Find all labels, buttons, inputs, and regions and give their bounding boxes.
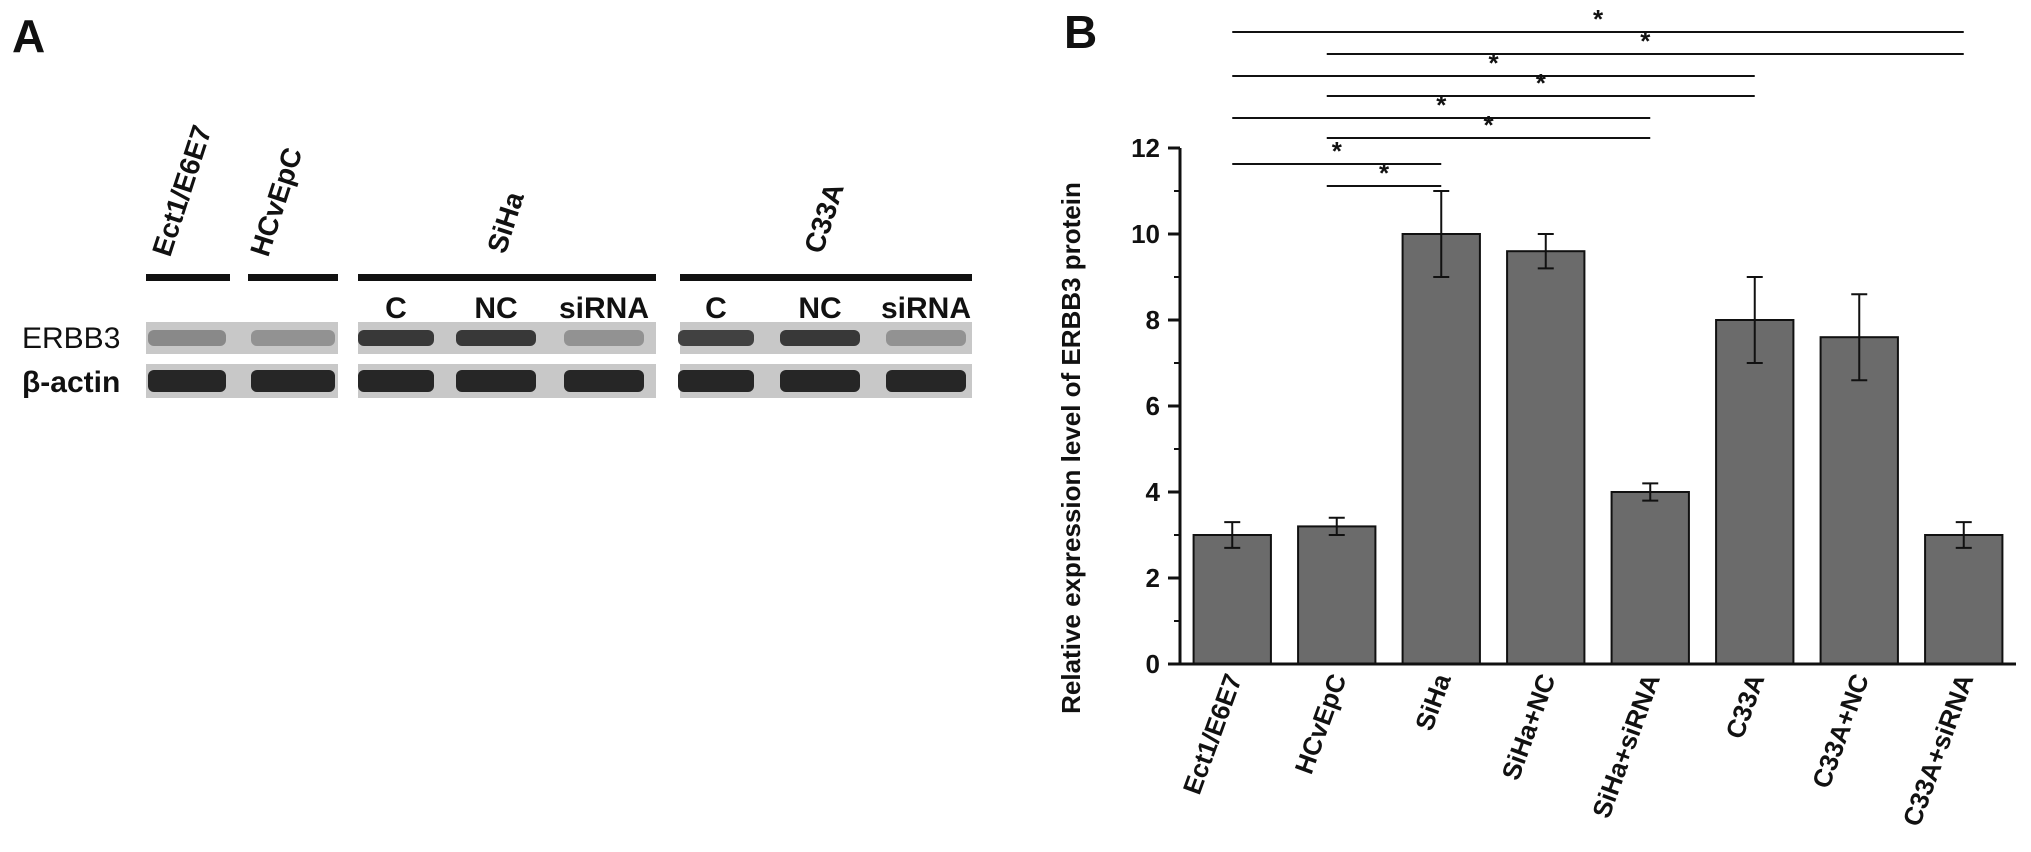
sig-bracket-4: * <box>1326 68 1755 98</box>
row-label-erbb3: ERBB3 <box>22 322 120 355</box>
bands-erbb3 <box>148 330 966 346</box>
panel-b-letter: B <box>1064 6 1097 58</box>
header-bar-c33a <box>680 274 972 281</box>
x-label-c33a-sirna: C33A+siRNA <box>1897 670 1980 831</box>
sig-star-1: * <box>1593 4 1604 34</box>
y-tick-label-4: 4 <box>1146 477 1161 507</box>
row-label-beta-actin: β-actin <box>22 366 120 399</box>
sub-label-siha-c: C <box>385 292 407 325</box>
erbb3-band-5 <box>564 330 644 346</box>
header-label-ect1: Ect1/E6E7 <box>146 121 217 259</box>
error-bar-5 <box>1642 482 1659 502</box>
sig-bracket-2: * <box>1326 26 1964 56</box>
sig-star-7: * <box>1332 136 1343 166</box>
y-tick-label-12: 12 <box>1131 133 1160 163</box>
sig-star-5: * <box>1436 90 1447 120</box>
bar-c33a-nc <box>1819 336 1899 665</box>
x-label-ect1-e6e7: Ect1/E6E7 <box>1177 670 1248 798</box>
bands-actin <box>148 370 966 392</box>
significance-brackets: * * * * * * * * <box>1232 4 1964 188</box>
sig-bracket-5: * <box>1232 90 1651 120</box>
bar-c33a-sirna <box>1924 534 2004 665</box>
panel-a-letter: A <box>12 10 45 62</box>
y-axis-ticks: 0 2 4 6 8 10 12 <box>1131 133 1180 679</box>
bars <box>1192 233 2004 666</box>
erbb3-band-6 <box>678 330 754 346</box>
bar-siha-nc <box>1506 250 1586 665</box>
y-tick-label-6: 6 <box>1146 391 1160 421</box>
sig-star-4: * <box>1536 68 1547 98</box>
sub-label-c33a-c: C <box>705 292 727 325</box>
actin-band-5 <box>564 370 644 392</box>
sig-bracket-8: * <box>1326 158 1442 188</box>
header-bar-hcvepc <box>248 274 338 281</box>
y-tick-label-2: 2 <box>1146 563 1160 593</box>
actin-band-3 <box>358 370 434 392</box>
header-label-hcvepc: HCvEpC <box>244 144 308 260</box>
error-bars <box>1224 190 1972 549</box>
erbb3-band-7 <box>780 330 860 346</box>
x-label-c33a: C33A <box>1719 670 1770 743</box>
sig-star-2: * <box>1640 26 1651 56</box>
y-tick-label-10: 10 <box>1131 219 1160 249</box>
error-bar-7 <box>1851 293 1868 382</box>
x-label-siha-sirna: SiHa+siRNA <box>1586 670 1666 822</box>
bar-chart: * * * * * * * * 0 2 4 6 8 10 12 Ect1/E6E7 HCvEpC SiHa Si… <box>1131 4 2016 830</box>
y-tick-label-0: 0 <box>1146 649 1160 679</box>
actin-band-1 <box>148 370 226 392</box>
header-bar-siha <box>358 274 656 281</box>
sub-label-c33a-nc: NC <box>798 292 841 325</box>
sub-label-siha-nc: NC <box>474 292 517 325</box>
error-bar-3 <box>1433 190 1450 278</box>
x-label-siha-nc: SiHa+NC <box>1495 670 1561 784</box>
sig-star-3: * <box>1488 48 1499 78</box>
bar-siha <box>1401 233 1481 665</box>
error-bar-1 <box>1224 521 1241 549</box>
error-bar-2 <box>1328 516 1345 536</box>
x-label-hcvepc: HCvEpC <box>1289 670 1353 778</box>
header-label-siha: SiHa <box>481 188 530 257</box>
erbb3-band-2 <box>251 330 335 346</box>
error-bar-6 <box>1746 276 1763 364</box>
blot-erbb3 <box>146 322 972 354</box>
erbb3-band-3 <box>358 330 434 346</box>
actin-band-8 <box>886 370 966 392</box>
sub-label-siha-sirna: siRNA <box>559 292 649 325</box>
blot-beta-actin <box>146 364 972 398</box>
x-label-siha: SiHa <box>1409 669 1457 734</box>
bar-siha-sirna <box>1610 491 1690 665</box>
panel-b: B Relative expression level of ERBB3 pro… <box>1056 4 2016 830</box>
error-bar-8 <box>1955 521 1972 549</box>
sig-bracket-6: * <box>1326 110 1651 140</box>
bar-hcvepc <box>1297 525 1377 666</box>
x-label-c33a-nc: C33A+NC <box>1806 670 1875 792</box>
sub-label-c33a-sirna: siRNA <box>881 292 971 325</box>
actin-band-4 <box>456 370 536 392</box>
header-label-c33a: C33A <box>798 179 850 257</box>
error-bar-4 <box>1537 233 1554 270</box>
panel-a: A Ect1/E6E7 HCvEpC SiHa C33A C NC siRNA … <box>12 10 972 399</box>
actin-band-6 <box>678 370 754 392</box>
x-axis-labels: Ect1/E6E7 HCvEpC SiHa SiHa+NC SiHa+siRNA C33A… <box>1177 669 1980 830</box>
header-bar-ect1 <box>146 274 230 281</box>
sig-bracket-3: * <box>1232 48 1755 78</box>
bar-ect1-e6e7 <box>1192 534 1272 665</box>
actin-band-2 <box>251 370 335 392</box>
bar-c33a <box>1715 319 1795 665</box>
sig-star-6: * <box>1483 110 1494 140</box>
sig-bracket-1: * <box>1232 4 1964 34</box>
erbb3-band-8 <box>886 330 966 346</box>
sig-bracket-7: * <box>1232 136 1442 166</box>
actin-band-7 <box>780 370 860 392</box>
sig-star-8: * <box>1379 158 1390 188</box>
erbb3-band-1 <box>148 330 226 346</box>
y-tick-label-8: 8 <box>1146 305 1160 335</box>
y-axis-title: Relative expression level of ERBB3 prote… <box>1056 182 1086 714</box>
erbb3-band-4 <box>456 330 536 346</box>
